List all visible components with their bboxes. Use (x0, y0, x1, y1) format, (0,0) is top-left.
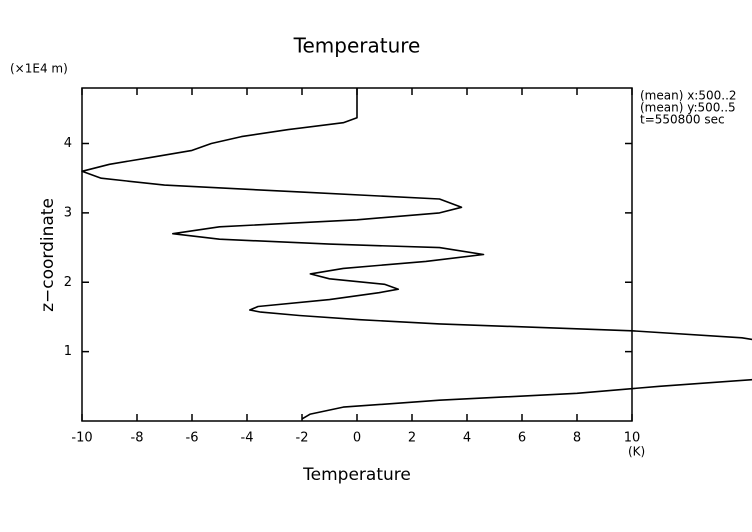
annotation: (mean) y:500..5 (640, 101, 736, 115)
y-tick-label: 3 (64, 205, 72, 220)
annotation: t=550800 sec (640, 113, 725, 127)
x-tick-label: -4 (241, 431, 254, 446)
x-tick-label: -6 (186, 431, 199, 446)
y-unit: (×1E4 m) (10, 62, 68, 76)
x-tick-label: 6 (518, 431, 526, 446)
y-tick-label: 1 (64, 344, 72, 359)
line (81, 88, 752, 420)
x-tick-label: -2 (296, 431, 309, 446)
annotation: (mean) x:500..2 (640, 89, 737, 103)
y-tick-label: 2 (64, 275, 72, 290)
x-tick-label: 8 (573, 431, 581, 446)
plot-frame (81, 87, 633, 422)
x-tick-label: -8 (131, 431, 144, 446)
x-tick-label: 10 (624, 431, 641, 446)
chart-title: Temperature (293, 34, 421, 58)
x-tick-label: 0 (353, 431, 361, 446)
x-tick-label: 4 (463, 431, 471, 446)
x-tick-label: 2 (408, 431, 416, 446)
y-tick-label: 4 (64, 136, 72, 151)
x-axis-label: Temperature (302, 465, 411, 485)
x-unit: (K) (628, 445, 645, 459)
x-tick-label: -10 (71, 431, 92, 446)
y-axis-label: z−coordinate (38, 198, 58, 312)
